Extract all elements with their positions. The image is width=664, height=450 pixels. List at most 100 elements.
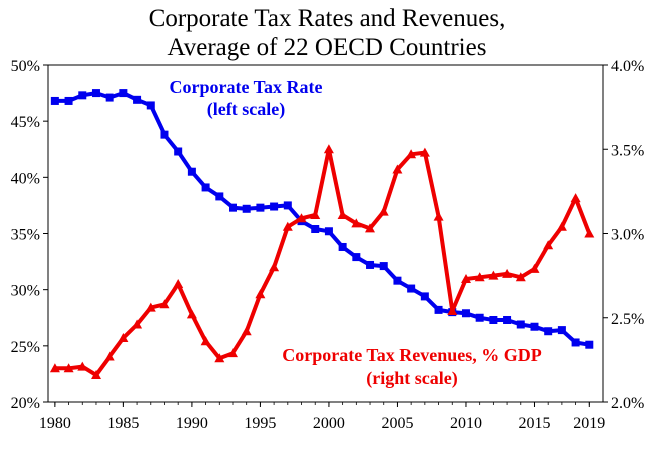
tax-rate-point (571, 338, 580, 347)
tax-rate-point (324, 227, 333, 236)
tax-rate-point (516, 320, 525, 329)
tax-revenue-point (132, 319, 143, 329)
tax-revenue-point (91, 370, 101, 379)
tax-revenue-point (488, 270, 499, 280)
tax-revenue-point (118, 333, 129, 342)
left-tick-label: 40% (11, 170, 40, 187)
tax-rate-point (557, 326, 566, 335)
tax-rate-point (270, 202, 279, 211)
x-axis: 1980 1985 1990 1995 2000 2005 2010 2015 2019 (39, 402, 605, 432)
series-label-rate-line-2: (left scale) (207, 99, 285, 120)
tax-revenue-point (419, 147, 430, 157)
tax-rate-point (544, 327, 553, 336)
tax-rate-point (283, 201, 292, 210)
x-tick-label: 1980 (39, 415, 71, 432)
tax-rate-point (489, 315, 498, 324)
tax-revenue-point (351, 218, 362, 228)
left-tick-label: 35% (11, 227, 40, 244)
tax-rate-point (379, 262, 388, 271)
tax-revenue-point (282, 221, 293, 231)
tax-revenue-point (228, 348, 238, 358)
tax-rate-point (229, 203, 237, 212)
x-tick-label: 2000 (313, 415, 345, 432)
tax-revenue-point (145, 302, 156, 312)
x-tick-label: 2019 (573, 415, 605, 432)
tax-revenue-point (186, 309, 197, 319)
right-axis: 2.0% 2.5% 3.0% 3.5% 4.0% (603, 58, 644, 412)
tax-revenue-point (49, 363, 60, 373)
tax-rate-point (530, 322, 539, 331)
left-tick-label: 30% (11, 283, 40, 300)
tax-rate-point (256, 203, 265, 212)
tax-revenue-point (502, 268, 513, 278)
tax-rate-point (201, 183, 210, 192)
tax-revenue-point (214, 353, 225, 363)
tax-revenue-point (63, 363, 74, 373)
x-tick-label: 1990 (176, 415, 208, 432)
tax-revenue-point (269, 262, 280, 272)
tax-revenue-point (406, 149, 417, 159)
x-tick-label: 1995 (244, 415, 276, 432)
tax-revenue-point (378, 206, 389, 216)
right-tick-label: 4.0% (611, 58, 644, 75)
tax-revenue-line (54, 147, 592, 377)
tax-revenue-point (173, 279, 184, 288)
tax-rate-point (434, 305, 443, 314)
right-tick-label: 2.0% (611, 395, 644, 412)
tax-rate-point (146, 101, 155, 110)
tax-revenue-point (241, 326, 252, 336)
tax-rate-point (91, 89, 100, 98)
left-tick-label: 45% (11, 114, 40, 131)
tax-rate-point (242, 204, 251, 213)
tax-rate-point (215, 192, 224, 201)
tax-revenue-point (433, 211, 444, 221)
tax-revenue-point (447, 306, 458, 315)
tax-rate-point (133, 95, 142, 104)
tax-rate-point (174, 147, 183, 156)
x-tick-label: 1985 (107, 415, 139, 432)
left-axis: 20% 25% 30% 35% 40% 45% 50% (11, 58, 48, 412)
tax-rate-point (503, 315, 512, 324)
tax-rate-point (420, 292, 429, 301)
tax-revenue-point (255, 289, 266, 299)
tax-revenue-point (392, 164, 403, 174)
left-tick-label: 20% (11, 395, 40, 412)
right-tick-label: 3.5% (611, 142, 644, 159)
chart-title-line-2: Average of 22 OECD Countries (168, 34, 487, 61)
tax-rate-point (338, 242, 347, 251)
tax-rate-point (160, 130, 169, 139)
tax-rate-point (64, 96, 73, 105)
tax-revenue-point (529, 263, 540, 273)
tax-rate-line (54, 91, 590, 347)
tax-revenue-point (77, 361, 88, 371)
tax-revenue-point (461, 274, 471, 283)
x-tick-label: 2010 (450, 415, 482, 432)
tax-rate-point (119, 89, 128, 98)
tax-rate-point (187, 167, 196, 176)
tax-revenue-point (323, 144, 334, 154)
x-tick-label: 2015 (518, 415, 550, 432)
left-tick-label: 25% (11, 339, 40, 356)
right-tick-label: 2.5% (611, 311, 644, 328)
tax-revenue-point (515, 272, 526, 282)
tax-rate-point (105, 93, 114, 102)
tax-revenue-point (159, 299, 170, 309)
tax-rate-point (585, 340, 594, 349)
tax-rate-point (475, 313, 484, 322)
tax-rate-point (78, 91, 87, 100)
left-tick-label: 50% (11, 58, 40, 75)
tax-rate-point (50, 96, 59, 105)
tax-rate-point (311, 225, 320, 234)
tax-revenue-point (337, 210, 348, 219)
tax-revenue-point (365, 223, 375, 233)
tax-revenue-point (104, 351, 115, 361)
tax-revenue-point (570, 193, 581, 203)
tax-rate-point (461, 309, 470, 318)
series-layer (49, 89, 595, 379)
x-tick-label: 2005 (381, 415, 413, 432)
tax-revenue-point (556, 221, 567, 231)
right-tick-label: 3.0% (611, 227, 644, 244)
tax-rate-point (407, 284, 416, 293)
series-label-rate-line-1: Corporate Tax Rate (170, 77, 323, 97)
